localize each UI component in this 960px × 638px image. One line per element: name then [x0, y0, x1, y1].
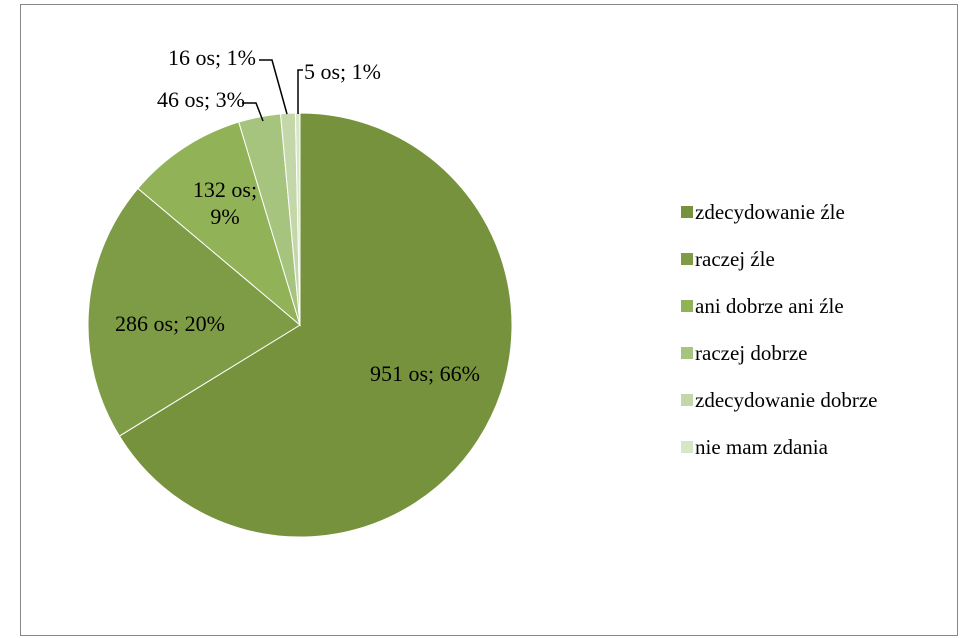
- leader-line: [259, 59, 288, 115]
- pie-slice: [118, 112, 513, 538]
- legend-label: ani dobrze ani źle: [695, 294, 844, 318]
- pie-slice: [87, 187, 301, 437]
- data-label: 5 os; 1%: [304, 59, 381, 84]
- legend-swatch: [681, 394, 693, 406]
- legend-label: zdecydowanie źle: [695, 200, 845, 224]
- data-label: 16 os; 1%: [168, 45, 256, 70]
- legend-swatch: [681, 441, 693, 453]
- leader-line: [242, 102, 264, 122]
- legend-swatch: [681, 300, 693, 312]
- leader-line: [297, 69, 303, 114]
- legend-label: zdecydowanie dobrze: [695, 388, 878, 412]
- legend-label: nie mam zdania: [695, 435, 829, 459]
- legend-swatch: [681, 347, 693, 359]
- legend-label: raczej dobrze: [695, 341, 808, 365]
- data-label: 46 os; 3%: [157, 87, 245, 112]
- data-label: 132 os; 9%: [192, 177, 258, 229]
- legend-label: raczej źle: [695, 247, 775, 271]
- data-label: 286 os; 20%: [115, 311, 225, 336]
- legend-swatch: [681, 206, 693, 218]
- legend-swatch: [681, 253, 693, 265]
- data-label: 951 os; 66%: [370, 361, 480, 386]
- pie-slice: [137, 121, 301, 327]
